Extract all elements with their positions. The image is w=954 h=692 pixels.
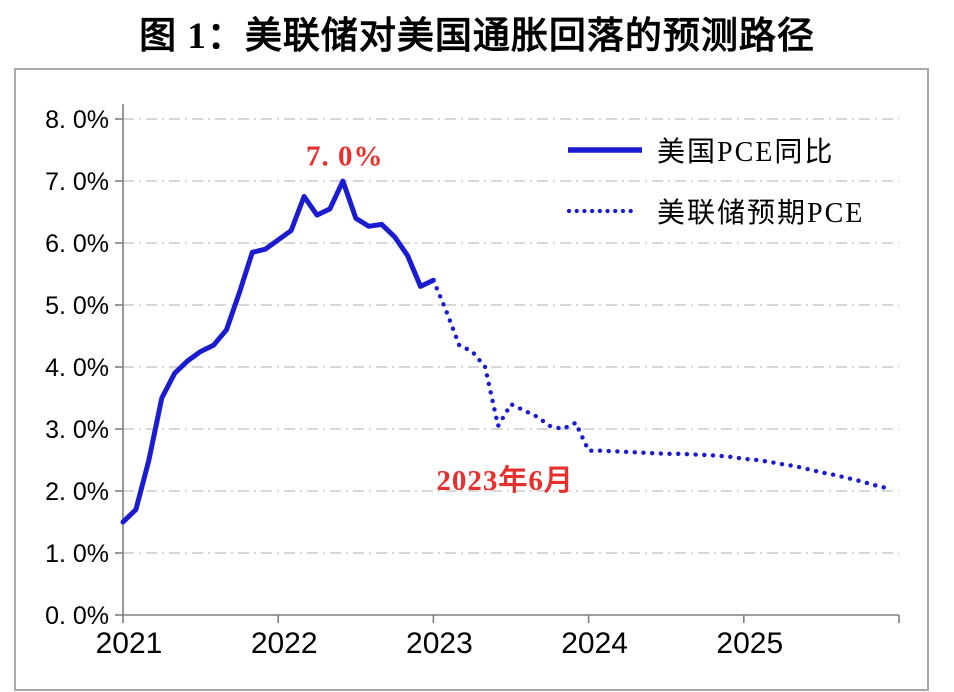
legend-label-fed-forecast-pce: 美联储预期PCE [657, 198, 865, 229]
legend-item-fed-forecast-pce: 美联储预期PCE [566, 194, 865, 229]
y-tick-label: 4. 0% [45, 354, 109, 382]
chart-legend: 美国PCE同比 美联储预期PCE [566, 133, 865, 229]
chart-panel: 0. 0% 1. 0% 2. 0% 3. 0% 4. 0% 5. 0% 6. 0% 7. 0%… [14, 68, 929, 691]
y-tick-label: 7. 0% [45, 168, 109, 196]
chart-title: 图 1：美联储对美国通胀回落的预测路径 [139, 16, 815, 57]
annotation-peak-value: 7. 0% [305, 140, 384, 173]
y-tick-label: 1. 0% [45, 540, 109, 568]
y-tick-label: 3. 0% [45, 416, 109, 444]
x-tick-label: 2024 [561, 627, 628, 660]
y-tick-label: 5. 0% [45, 292, 109, 320]
x-tick-label: 2022 [251, 627, 318, 660]
x-tick-label: 2025 [716, 627, 783, 660]
x-tick-label: 2021 [96, 627, 163, 660]
y-axis: 0. 0% 1. 0% 2. 0% 3. 0% 4. 0% 5. 0% 6. 0% 7. 0%… [45, 104, 124, 630]
y-tick-label: 8. 0% [45, 106, 109, 134]
series-fed-forecast-pce-line [431, 277, 889, 491]
x-tick-label: 2023 [406, 627, 473, 660]
gridlines [123, 118, 899, 554]
dotted-line-swatch-icon [566, 208, 641, 214]
solid-line-swatch-icon [568, 147, 642, 153]
y-tick-label: 0. 0% [45, 602, 109, 630]
legend-label-actual-pce: 美国PCE同比 [657, 137, 835, 168]
annotation-forecast-date: 2023年6月 [436, 464, 574, 497]
chart-canvas: 0. 0% 1. 0% 2. 0% 3. 0% 4. 0% 5. 0% 6. 0% 7. 0%… [45, 104, 900, 660]
y-tick-label: 2. 0% [45, 478, 109, 506]
x-axis: 2021 2022 2023 2024 2025 [96, 614, 900, 660]
legend-item-actual-pce: 美国PCE同比 [566, 133, 864, 168]
series-actual-pce-line [120, 178, 436, 525]
y-tick-label: 6. 0% [45, 230, 109, 258]
